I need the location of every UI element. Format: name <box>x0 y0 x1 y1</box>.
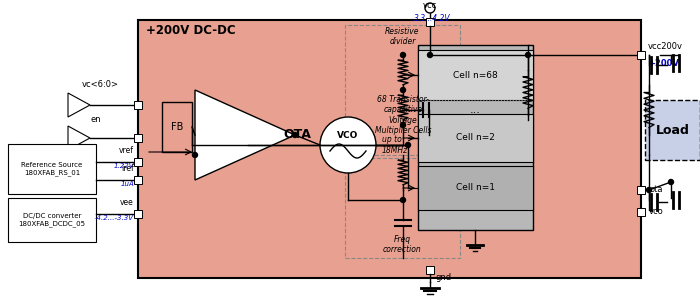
Circle shape <box>193 152 197 158</box>
Text: Freq
correction: Freq correction <box>383 235 422 254</box>
Bar <box>162 102 192 152</box>
Circle shape <box>293 133 297 137</box>
Text: Resistive
divider: Resistive divider <box>385 27 420 46</box>
Bar <box>418 45 533 230</box>
Circle shape <box>400 122 405 128</box>
Bar <box>134 134 142 142</box>
Bar <box>637 208 645 216</box>
Bar <box>8 198 96 242</box>
Text: FB: FB <box>171 122 183 132</box>
Text: +200V DC-DC: +200V DC-DC <box>146 24 236 37</box>
Bar <box>134 158 142 166</box>
Bar <box>418 166 533 210</box>
Bar <box>134 101 142 109</box>
Text: vcc200v: vcc200v <box>648 42 683 51</box>
Circle shape <box>400 52 405 58</box>
Bar <box>345 25 460 155</box>
Bar <box>418 114 533 162</box>
Bar <box>426 18 434 26</box>
Text: iref: iref <box>121 164 134 173</box>
Text: Cell n=2: Cell n=2 <box>456 134 495 142</box>
Text: vref: vref <box>119 146 134 155</box>
Text: vco: vco <box>649 208 664 217</box>
Text: en: en <box>91 115 101 124</box>
Text: gnd: gnd <box>436 274 452 283</box>
Circle shape <box>526 52 531 58</box>
Circle shape <box>647 188 652 193</box>
Bar <box>138 20 641 278</box>
Polygon shape <box>68 126 90 150</box>
Text: ...: ... <box>470 105 481 115</box>
Text: vee: vee <box>120 198 134 207</box>
Text: 68 Transistor-
capacitive
Voltage
Multiplier Cells: 68 Transistor- capacitive Voltage Multip… <box>374 95 431 135</box>
Bar <box>134 176 142 184</box>
Bar <box>418 50 533 100</box>
Bar <box>645 100 700 160</box>
Text: OTA: OTA <box>284 128 312 142</box>
Circle shape <box>668 179 673 184</box>
Circle shape <box>428 52 433 58</box>
Bar <box>637 186 645 194</box>
Bar <box>8 144 96 194</box>
Text: VCO: VCO <box>337 130 358 140</box>
Circle shape <box>400 88 405 92</box>
Bar <box>134 210 142 218</box>
Text: +200V: +200V <box>648 59 679 68</box>
Text: Cell n=1: Cell n=1 <box>456 184 495 193</box>
Text: DC/DC converter
180XFAB_DCDC_05: DC/DC converter 180XFAB_DCDC_05 <box>18 213 85 227</box>
Circle shape <box>320 117 376 173</box>
Text: 1uA: 1uA <box>120 181 134 187</box>
Text: Reference Source
180XFAB_RS_01: Reference Source 180XFAB_RS_01 <box>22 162 83 176</box>
Circle shape <box>405 142 410 148</box>
Text: vc<6:0>: vc<6:0> <box>81 80 118 89</box>
Text: up to
18MHz: up to 18MHz <box>382 135 408 155</box>
Circle shape <box>400 197 405 202</box>
Bar <box>637 51 645 59</box>
Polygon shape <box>68 93 90 117</box>
Text: 3.3...4.2V: 3.3...4.2V <box>414 14 450 23</box>
Text: -4.2...-3.3V: -4.2...-3.3V <box>95 215 134 221</box>
Text: ota: ota <box>649 185 662 194</box>
Bar <box>345 158 460 258</box>
Text: Load: Load <box>656 124 690 136</box>
Polygon shape <box>195 90 295 180</box>
Text: Cell n=68: Cell n=68 <box>453 70 498 80</box>
Text: 1.22V: 1.22V <box>113 163 134 169</box>
Bar <box>426 266 434 274</box>
Text: vcc: vcc <box>423 1 437 10</box>
